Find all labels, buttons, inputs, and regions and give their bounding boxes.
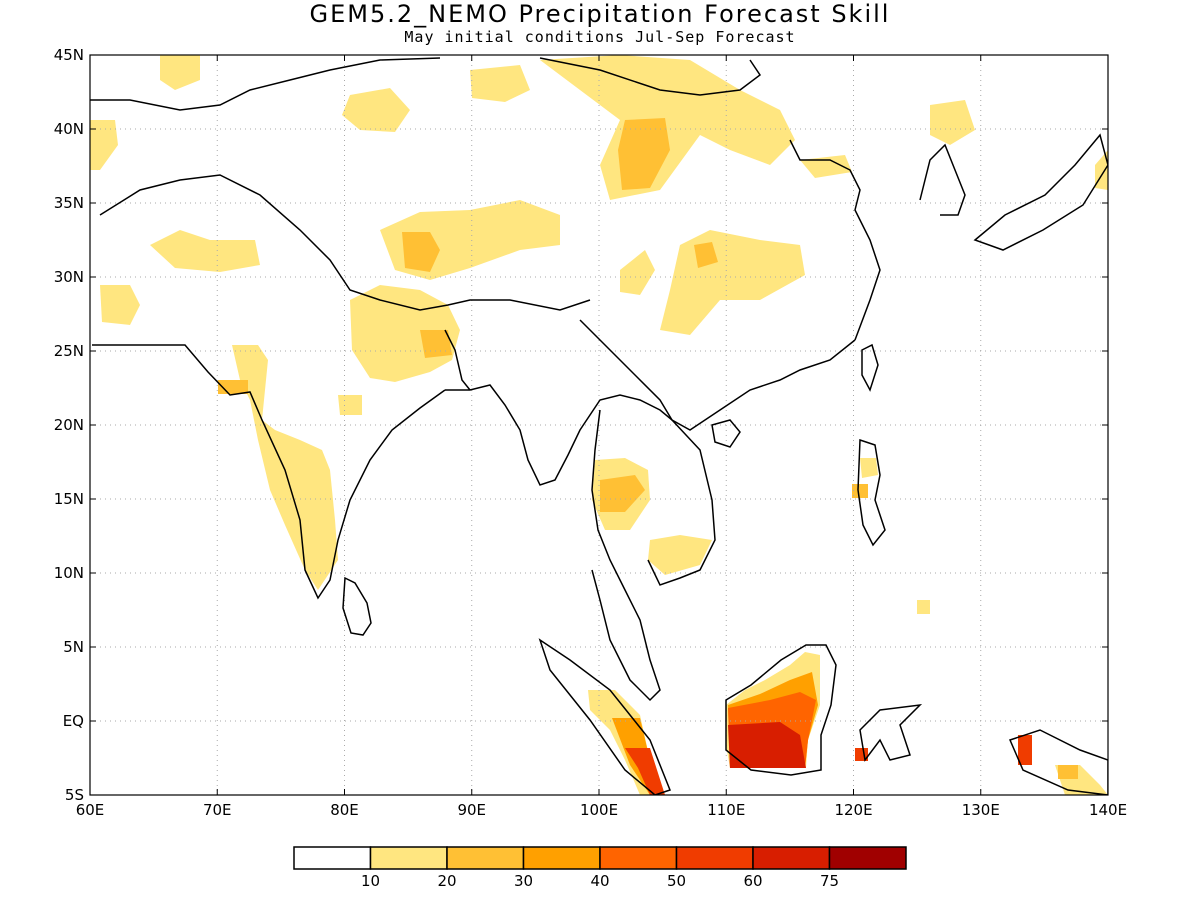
skill-cell-new-guinea-east <box>1058 765 1078 779</box>
y-tick-label-45N: 45N <box>54 46 84 64</box>
x-tick-label-130E: 130E <box>962 801 1000 819</box>
china-southwest-border <box>579 319 673 421</box>
x-tick-label-70E: 70E <box>203 801 232 819</box>
bengal-myanmar-coast <box>445 339 856 486</box>
skill-region-luzon <box>860 458 878 478</box>
x-tick-label-120E: 120E <box>834 801 872 819</box>
skill-cell-gansu <box>618 118 670 190</box>
y-tick-label-40N: 40N <box>54 120 84 138</box>
skill-region-borneo-60 <box>728 722 806 768</box>
skill-region-aral <box>90 120 118 170</box>
skill-cell-thailand <box>600 475 645 512</box>
colorbar-swatch-2 <box>446 846 525 870</box>
y-tick-label-5N: 5N <box>63 638 84 656</box>
skill-shading-layer <box>90 55 1108 795</box>
colorbar-swatch-7 <box>828 846 907 870</box>
colorbar-swatch-6 <box>752 846 831 870</box>
skill-region-india-west <box>232 345 338 590</box>
y-tick-label-15N: 15N <box>54 490 84 508</box>
colorbar-label-30: 30 <box>514 872 533 890</box>
hainan-outline <box>711 419 741 448</box>
map-gridlines <box>90 55 1108 795</box>
skill-region-sumatra-60 <box>625 748 665 795</box>
colorbar-label-50: 50 <box>667 872 686 890</box>
skill-region-manchuria <box>930 100 975 145</box>
y-tick-label-EQ: EQ <box>63 712 84 730</box>
skill-cell-bihar <box>420 330 452 358</box>
y-tick-label-20N: 20N <box>54 416 84 434</box>
colorbar-legend: 10 20 30 40 50 60 75 <box>293 846 907 890</box>
himalaya-border <box>99 174 591 311</box>
skill-cell-sichuan <box>694 242 718 268</box>
china-east-coast <box>789 139 881 341</box>
skill-cell-tibet <box>402 232 440 272</box>
x-tick-label-80E: 80E <box>330 801 359 819</box>
axis-ticks <box>89 54 1109 796</box>
skill-region-cambodia <box>648 535 712 575</box>
coastlines-and-borders <box>90 57 1108 795</box>
bengal-border <box>444 329 471 391</box>
y-tick-label-10N: 10N <box>54 564 84 582</box>
skill-cell-luzon <box>852 484 868 498</box>
japan-outline <box>973 133 1108 251</box>
skill-region-sichuan <box>660 230 805 335</box>
y-tick-label-30N: 30N <box>54 268 84 286</box>
skill-region-bengal <box>338 395 362 415</box>
malay-peninsula <box>591 409 661 702</box>
colorbar-swatch-4 <box>599 846 678 870</box>
central-asia-border <box>90 57 441 111</box>
sulawesi-outline <box>859 703 923 762</box>
colorbar-label-75: 75 <box>820 872 839 890</box>
colorbar-swatch-5 <box>675 846 754 870</box>
skill-region-mindanao <box>917 600 930 614</box>
colorbar-label-40: 40 <box>590 872 609 890</box>
skill-region-north-border <box>470 65 530 102</box>
y-tick-label-5S: 5S <box>65 786 84 804</box>
skill-cell-new-guinea-50 <box>1018 735 1032 765</box>
map-title: GEM5.2_NEMO Precipitation Forecast Skill <box>309 0 891 28</box>
colorbar-swatch-3 <box>522 846 601 870</box>
sri-lanka-outline <box>342 576 372 636</box>
y-tick-label-25N: 25N <box>54 342 84 360</box>
map-subtitle: May initial conditions Jul-Sep Forecast <box>404 28 796 46</box>
x-tick-label-60E: 60E <box>76 801 105 819</box>
new-guinea-outline <box>1008 729 1108 795</box>
skill-region-yunnan <box>620 250 655 295</box>
colorbar-label-10: 10 <box>361 872 380 890</box>
skill-region-pakistan <box>100 285 140 325</box>
x-tick-label-140E: 140E <box>1089 801 1127 819</box>
x-tick-label-90E: 90E <box>457 801 486 819</box>
taiwan-outline <box>861 343 879 392</box>
borneo-outline <box>725 644 837 776</box>
axis-tick-labels: 60E 70E 80E 90E 100E 110E 120E 130E 140E 45N 40N 35… <box>54 46 1127 819</box>
skill-region-north-india <box>350 285 460 382</box>
colorbar-label-20: 20 <box>437 872 456 890</box>
y-tick-label-35N: 35N <box>54 194 84 212</box>
x-tick-label-110E: 110E <box>707 801 745 819</box>
korea-outline <box>919 143 966 216</box>
colorbar-swatch-0 <box>293 846 372 870</box>
colorbar-swatch-1 <box>369 846 448 870</box>
skill-region-central-kazakh <box>160 55 200 90</box>
india-west-coast <box>92 344 446 600</box>
skill-region-west-small <box>342 88 410 132</box>
mongolia-border <box>539 57 762 96</box>
luzon-outline <box>857 438 886 547</box>
sumatra-outline <box>538 638 671 795</box>
x-tick-label-100E: 100E <box>580 801 618 819</box>
skill-region-himachal <box>150 230 260 272</box>
vietnam-coast <box>647 419 716 586</box>
colorbar-label-60: 60 <box>743 872 762 890</box>
